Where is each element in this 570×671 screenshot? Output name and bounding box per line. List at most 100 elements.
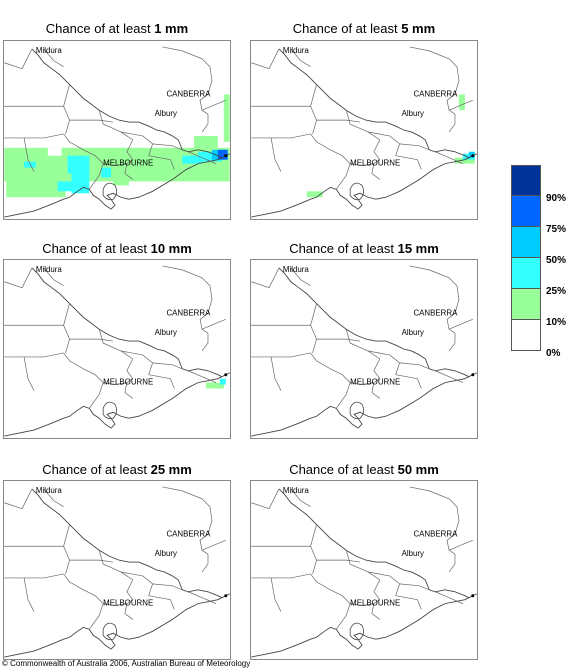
- district-border: [4, 524, 70, 547]
- place-label-mildura: Mildura: [36, 486, 63, 495]
- district-border: [148, 595, 175, 610]
- district-border: [4, 352, 84, 370]
- probability-cell: [182, 155, 203, 164]
- district-border: [316, 338, 361, 342]
- district-border: [448, 100, 473, 111]
- district-border: [83, 589, 104, 604]
- district-border: [350, 378, 381, 385]
- district-border: [399, 143, 430, 151]
- map-svg: Mildura CANBERRA Albury MELBOURNE: [251, 46, 477, 218]
- place-label-mildura: Mildura: [283, 265, 310, 274]
- district-border: [310, 546, 317, 575]
- district-border: [43, 488, 64, 508]
- district-border: [448, 540, 473, 551]
- district-border: [199, 285, 213, 352]
- district-border: [270, 137, 282, 172]
- state-border: [278, 48, 470, 159]
- district-border: [124, 163, 134, 180]
- probability-cell: [198, 151, 222, 162]
- legend: [511, 165, 541, 351]
- district-border: [4, 48, 33, 70]
- state-border: [31, 48, 223, 159]
- district-border: [103, 378, 134, 385]
- probability-cell: [24, 161, 36, 168]
- district-border: [371, 603, 381, 620]
- district-border: [310, 325, 317, 354]
- place-label-canberra: CANBERRA: [413, 308, 458, 317]
- place-label-mildura: Mildura: [36, 265, 63, 274]
- district-border: [251, 524, 317, 547]
- district-border: [199, 66, 213, 133]
- district-border: [446, 285, 460, 352]
- district-border: [201, 540, 226, 551]
- map-svg: Mildura CANBERRA Albury MELBOURNE: [4, 486, 230, 658]
- place-label-melbourne: MELBOURNE: [350, 599, 400, 608]
- district-border: [290, 488, 311, 508]
- place-label-albury: Albury: [402, 549, 424, 558]
- coastline: [4, 153, 230, 218]
- map-panel-5mm: Mildura CANBERRA Albury MELBOURNE: [250, 40, 478, 220]
- legend-swatch-50: [511, 227, 541, 258]
- district-border: [395, 595, 422, 610]
- coastline: [4, 372, 230, 437]
- title-prefix: Chance of at least: [45, 21, 151, 36]
- district-border: [330, 589, 351, 604]
- legend-swatch-0: [511, 320, 541, 351]
- district-border: [345, 550, 381, 581]
- district-border: [448, 319, 473, 330]
- district-border: [336, 382, 351, 409]
- panel-title-15mm: Chance of at least 15 mm: [250, 241, 478, 256]
- copyright-credit: © Commonwealth of Australia 2006, Austra…: [2, 659, 251, 668]
- district-border: [124, 603, 134, 620]
- district-border: [4, 84, 70, 107]
- district-border: [371, 163, 381, 180]
- legend-label-50: 50%: [546, 255, 567, 266]
- district-border: [4, 303, 70, 326]
- location-dot: [224, 373, 228, 377]
- legend-label-75: 75%: [546, 224, 567, 235]
- district-border: [43, 267, 64, 287]
- panel-title-1mm: Chance of at least 1 mm: [3, 21, 231, 36]
- district-border: [435, 370, 464, 383]
- state-border: [31, 267, 223, 378]
- location-dot: [471, 373, 475, 377]
- map-svg: Mildura CANBERRA Albury MELBOURNE: [4, 265, 230, 437]
- district-border: [395, 374, 422, 389]
- district-border: [98, 329, 134, 360]
- district-border: [270, 577, 282, 612]
- title-prefix: Chance of at least: [289, 241, 394, 256]
- district-border: [373, 358, 381, 379]
- district-border: [251, 133, 331, 151]
- map-svg: Mildura CANBERRA Albury MELBOURNE: [251, 265, 477, 437]
- panel-title-25mm: Chance of at least 25 mm: [3, 462, 231, 477]
- district-border: [330, 149, 351, 164]
- probability-cell: [194, 135, 218, 150]
- probability-cell: [6, 171, 66, 198]
- port-phillip-bay: [349, 622, 364, 641]
- district-border: [201, 100, 226, 111]
- district-border: [251, 84, 317, 107]
- probability-cell: [142, 161, 157, 172]
- district-border: [152, 143, 183, 151]
- place-label-mildura: Mildura: [283, 486, 310, 495]
- probability-cell: [57, 181, 78, 192]
- district-border: [4, 573, 84, 591]
- district-border: [367, 131, 401, 156]
- location-dot: [471, 594, 475, 598]
- map-svg: Mildura CANBERRA Albury MELBOURNE: [4, 46, 230, 218]
- probability-cell: [47, 147, 62, 156]
- district-border: [446, 66, 460, 133]
- location-dot: [471, 154, 475, 158]
- probability-cell: [462, 153, 475, 160]
- district-border: [103, 599, 134, 606]
- probability-cell: [113, 167, 129, 186]
- place-label-albury: Albury: [155, 549, 177, 558]
- district-border: [188, 151, 217, 164]
- place-label-mildura: Mildura: [36, 46, 63, 55]
- title-amount: 10 mm: [150, 241, 192, 256]
- panel-title-10mm: Chance of at least 10 mm: [3, 241, 231, 256]
- district-border: [152, 362, 183, 370]
- probability-cell: [223, 94, 230, 142]
- place-label-canberra: CANBERRA: [413, 529, 458, 538]
- district-border: [367, 350, 401, 375]
